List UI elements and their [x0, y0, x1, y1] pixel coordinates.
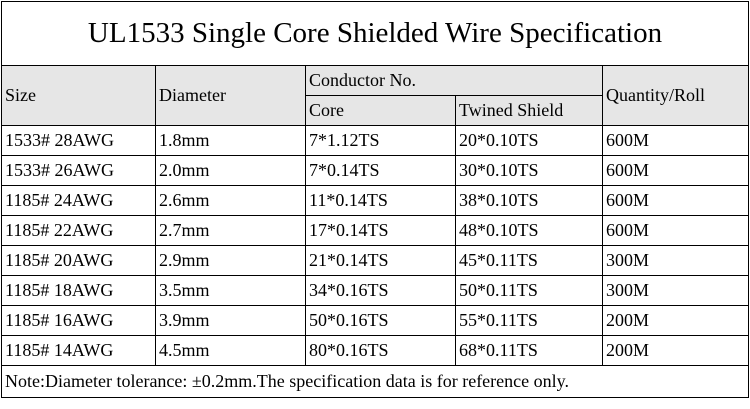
table-row: 1533# 28AWG 1.8mm 7*1.12TS 20*0.10TS 600M [1, 125, 749, 156]
spec-table: UL1533 Single Core Shielded Wire Specifi… [1, 1, 749, 398]
table-cell: 21*0.14TS [305, 245, 456, 276]
table-cell: 11*0.14TS [305, 185, 456, 216]
note-row: Note:Diameter tolerance: ±0.2mm.The spec… [1, 365, 749, 398]
table-row: 1185# 18AWG 3.5mm 34*0.16TS 50*0.11TS 300M [1, 275, 749, 306]
table-cell: 1185# 14AWG [1, 335, 156, 366]
table-cell: 7*1.12TS [305, 125, 456, 156]
table-cell: 3.9mm [155, 305, 306, 336]
table-cell: 1185# 16AWG [1, 305, 156, 336]
table-cell: 68*0.11TS [455, 335, 603, 366]
table-cell: 38*0.10TS [455, 185, 603, 216]
table-cell: 17*0.14TS [305, 215, 456, 246]
table-cell: 3.5mm [155, 275, 306, 306]
table-cell: 600M [602, 125, 749, 156]
table-cell: 48*0.10TS [455, 215, 603, 246]
table-row: 1185# 24AWG 2.6mm 11*0.14TS 38*0.10TS 600M [1, 185, 749, 216]
table-row: 1185# 20AWG 2.9mm 21*0.14TS 45*0.11TS 300M [1, 245, 749, 276]
header-cell: Quantity/Roll [602, 65, 749, 126]
header-cell: Core [305, 95, 456, 126]
table-cell: 2.9mm [155, 245, 306, 276]
note: Note:Diameter tolerance: ±0.2mm.The spec… [1, 365, 749, 398]
header-cell: Diameter [155, 65, 306, 126]
table-cell: 1185# 18AWG [1, 275, 156, 306]
table-cell: 1533# 28AWG [1, 125, 156, 156]
table-cell: 600M [602, 215, 749, 246]
table-cell: 300M [602, 275, 749, 306]
table-row: 1185# 16AWG 3.9mm 50*0.16TS 55*0.11TS 200M [1, 305, 749, 336]
table-cell: 2.6mm [155, 185, 306, 216]
table-cell: 30*0.10TS [455, 155, 603, 186]
table-cell: 200M [602, 335, 749, 366]
table-cell: 45*0.11TS [455, 245, 603, 276]
table-row: 1533# 26AWG 2.0mm 7*0.14TS 30*0.10TS 600M [1, 155, 749, 186]
table-cell: 1533# 26AWG [1, 155, 156, 186]
table-cell: 600M [602, 155, 749, 186]
table-cell: 20*0.10TS [455, 125, 603, 156]
table-cell: 1185# 20AWG [1, 245, 156, 276]
table-row: 1185# 22AWG 2.7mm 17*0.14TS 48*0.10TS 600M [1, 215, 749, 246]
table-row: 1185# 14AWG 4.5mm 80*0.16TS 68*0.11TS 200M [1, 335, 749, 366]
table-cell: 1185# 22AWG [1, 215, 156, 246]
table-cell: 600M [602, 185, 749, 216]
table-cell: 7*0.14TS [305, 155, 456, 186]
table-cell: 200M [602, 305, 749, 336]
header-cell: Twined Shield [455, 95, 603, 126]
table-cell: 300M [602, 245, 749, 276]
table-cell: 50*0.16TS [305, 305, 456, 336]
table-cell: 1185# 24AWG [1, 185, 156, 216]
table-cell: 4.5mm [155, 335, 306, 366]
table-cell: 34*0.16TS [305, 275, 456, 306]
table-cell: 55*0.11TS [455, 305, 603, 336]
header-cell: Size [1, 65, 156, 126]
table-cell: 50*0.11TS [455, 275, 603, 306]
table-cell: 80*0.16TS [305, 335, 456, 366]
table-cell: 1.8mm [155, 125, 306, 156]
header-cell: Conductor No. [305, 65, 603, 96]
table-title: UL1533 Single Core Shielded Wire Specifi… [1, 1, 749, 66]
table-cell: 2.7mm [155, 215, 306, 246]
table-cell: 2.0mm [155, 155, 306, 186]
